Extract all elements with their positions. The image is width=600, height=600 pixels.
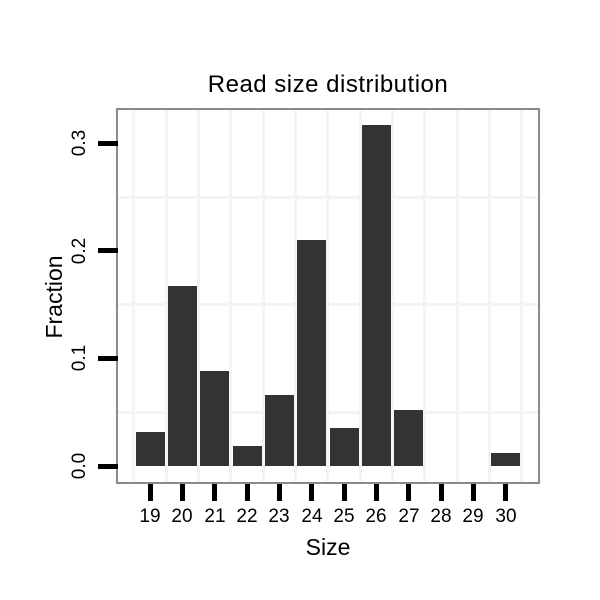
bar-size-19: [136, 432, 165, 466]
vertical-gridline: [229, 110, 232, 482]
x-tick-24: [309, 484, 314, 501]
x-tick-label: 26: [365, 506, 387, 527]
x-tick-28: [439, 484, 444, 501]
horizontal-gridline: [118, 303, 538, 306]
vertical-gridline: [359, 110, 362, 482]
bar-size-23: [265, 395, 294, 466]
y-tick-0.2: [98, 248, 118, 253]
bar-size-30: [491, 453, 520, 466]
horizontal-gridline: [118, 411, 538, 414]
bar-size-27: [394, 410, 423, 466]
x-tick-label: 27: [398, 506, 420, 527]
chart-title: Read size distribution: [207, 71, 449, 98]
vertical-gridline: [326, 110, 329, 482]
y-tick-label: 0.3: [69, 129, 90, 157]
x-tick-19: [148, 484, 153, 501]
bar-size-24: [297, 240, 326, 466]
y-axis-label: Fraction: [41, 255, 67, 339]
x-tick-label: 20: [171, 506, 193, 527]
x-tick-20: [180, 484, 185, 501]
vertical-gridline: [520, 110, 523, 482]
horizontal-gridline: [118, 196, 538, 199]
x-tick-21: [212, 484, 217, 501]
vertical-gridline: [456, 110, 459, 482]
x-tick-label: 29: [462, 506, 484, 527]
x-tick-label: 22: [236, 506, 258, 527]
bar-size-26: [362, 125, 391, 466]
x-tick-26: [374, 484, 379, 501]
x-tick-label: 19: [139, 506, 161, 527]
x-tick-25: [342, 484, 347, 501]
plot-panel: [116, 108, 540, 484]
y-tick-label: 0.2: [69, 237, 90, 265]
x-tick-label: 25: [333, 506, 355, 527]
vertical-gridline: [132, 110, 135, 482]
x-tick-22: [245, 484, 250, 501]
bar-size-20: [168, 286, 197, 466]
bar-size-22: [233, 446, 262, 466]
vertical-gridline: [262, 110, 265, 482]
x-tick-29: [471, 484, 476, 501]
y-tick-0.3: [98, 141, 118, 146]
x-tick-30: [503, 484, 508, 501]
vertical-gridline: [197, 110, 200, 482]
vertical-gridline: [488, 110, 491, 482]
y-tick-0.0: [98, 464, 118, 469]
x-tick-label: 21: [204, 506, 226, 527]
x-tick-label: 28: [430, 506, 452, 527]
y-tick-label: 0.0: [69, 452, 90, 480]
vertical-gridline: [423, 110, 426, 482]
y-tick-0.1: [98, 356, 118, 361]
x-tick-label: 30: [495, 506, 517, 527]
vertical-gridline: [165, 110, 168, 482]
x-tick-label: 24: [301, 506, 323, 527]
vertical-gridline: [391, 110, 394, 482]
x-tick-27: [406, 484, 411, 501]
x-tick-label: 23: [268, 506, 290, 527]
y-tick-label: 0.1: [69, 344, 90, 372]
vertical-gridline: [294, 110, 297, 482]
bar-size-21: [200, 371, 229, 466]
x-tick-23: [277, 484, 282, 501]
x-axis-label: Size: [305, 534, 351, 560]
bar-size-25: [330, 428, 359, 466]
